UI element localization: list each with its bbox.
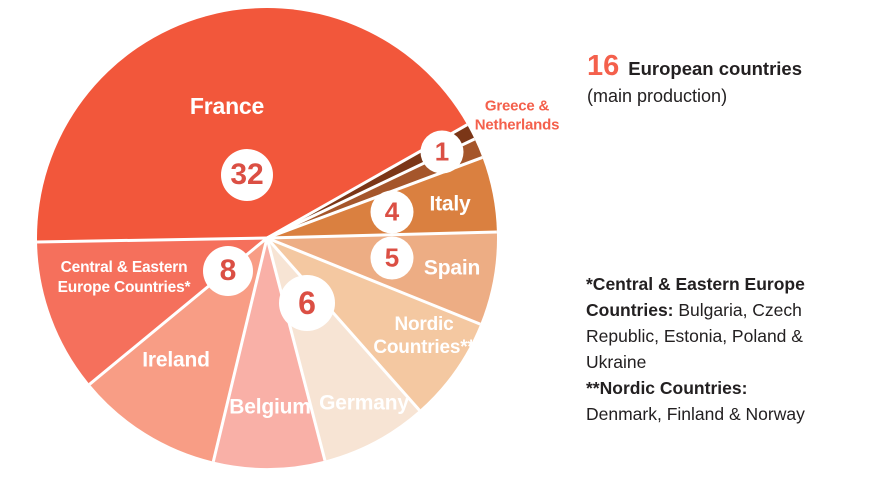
footnote-text: Ukraine: [586, 352, 647, 372]
footnote-line: Denmark, Finland & Norway: [586, 401, 826, 427]
slice-label-ireland: Ireland: [142, 348, 210, 372]
slice-separator: [265, 237, 327, 461]
pie-slice-france: [37, 8, 468, 243]
slice-separator: [266, 230, 497, 240]
slice-separator: [266, 236, 481, 326]
slice-label-germany: Germany: [319, 391, 409, 415]
count-badge-france: 32: [221, 149, 273, 201]
footnote-line: **Nordic Countries:: [586, 375, 826, 401]
footnote-text: Republic, Estonia, Poland &: [586, 326, 803, 346]
slice-separator: [37, 236, 268, 244]
footnote-line: *Central & Eastern Europe: [586, 271, 826, 297]
footnote-line: Countries: Bulgaria, Czech: [586, 297, 826, 323]
slice-label-france: France: [189, 93, 265, 120]
count-badge-italy: 4: [370, 190, 414, 234]
footnote-line: Republic, Estonia, Poland &: [586, 323, 826, 349]
slice-label-greece-netherlands: Greece & Netherlands: [474, 97, 560, 133]
footnote-text-bold: *Central & Eastern Europe: [586, 274, 805, 294]
slice-label-central-eastern-europe: Central & Eastern Europe Countries*: [57, 258, 191, 296]
count-badge-spain: 5: [370, 236, 414, 280]
headline: 16 European countries (main production): [587, 50, 802, 107]
count-badge-germany: 6: [279, 275, 335, 331]
slice-separator: [265, 237, 421, 412]
slice-separator: [211, 237, 269, 463]
slice-label-italy: Italy: [429, 192, 471, 216]
footnotes-block: *Central & Eastern Europe Countries: Bulg…: [586, 271, 826, 427]
slice-label-spain: Spain: [423, 256, 481, 280]
footnote-text-bold: Countries:: [586, 300, 674, 320]
footnote-text: Denmark, Finland & Norway: [586, 404, 805, 424]
headline-number: 16: [587, 50, 620, 82]
pie-slice-belgium: [213, 238, 325, 469]
footnote-text: Bulgaria, Czech: [673, 300, 802, 320]
headline-row: 16 European countries: [587, 50, 802, 83]
slice-label-nordic-countries: Nordic Countries**: [373, 314, 475, 358]
count-badge-greece-netherlands: 1: [420, 130, 464, 174]
count-badge-central-eastern-europe: 8: [203, 246, 253, 296]
pie-slice-spain: [267, 231, 497, 325]
footnote-line: Ukraine: [586, 349, 826, 375]
headline-subtitle: (main production): [587, 86, 728, 106]
footnote-text-bold: **Nordic Countries:: [586, 378, 748, 398]
headline-title: European countries: [628, 58, 802, 79]
slice-label-belgium: Belgium: [229, 395, 311, 419]
